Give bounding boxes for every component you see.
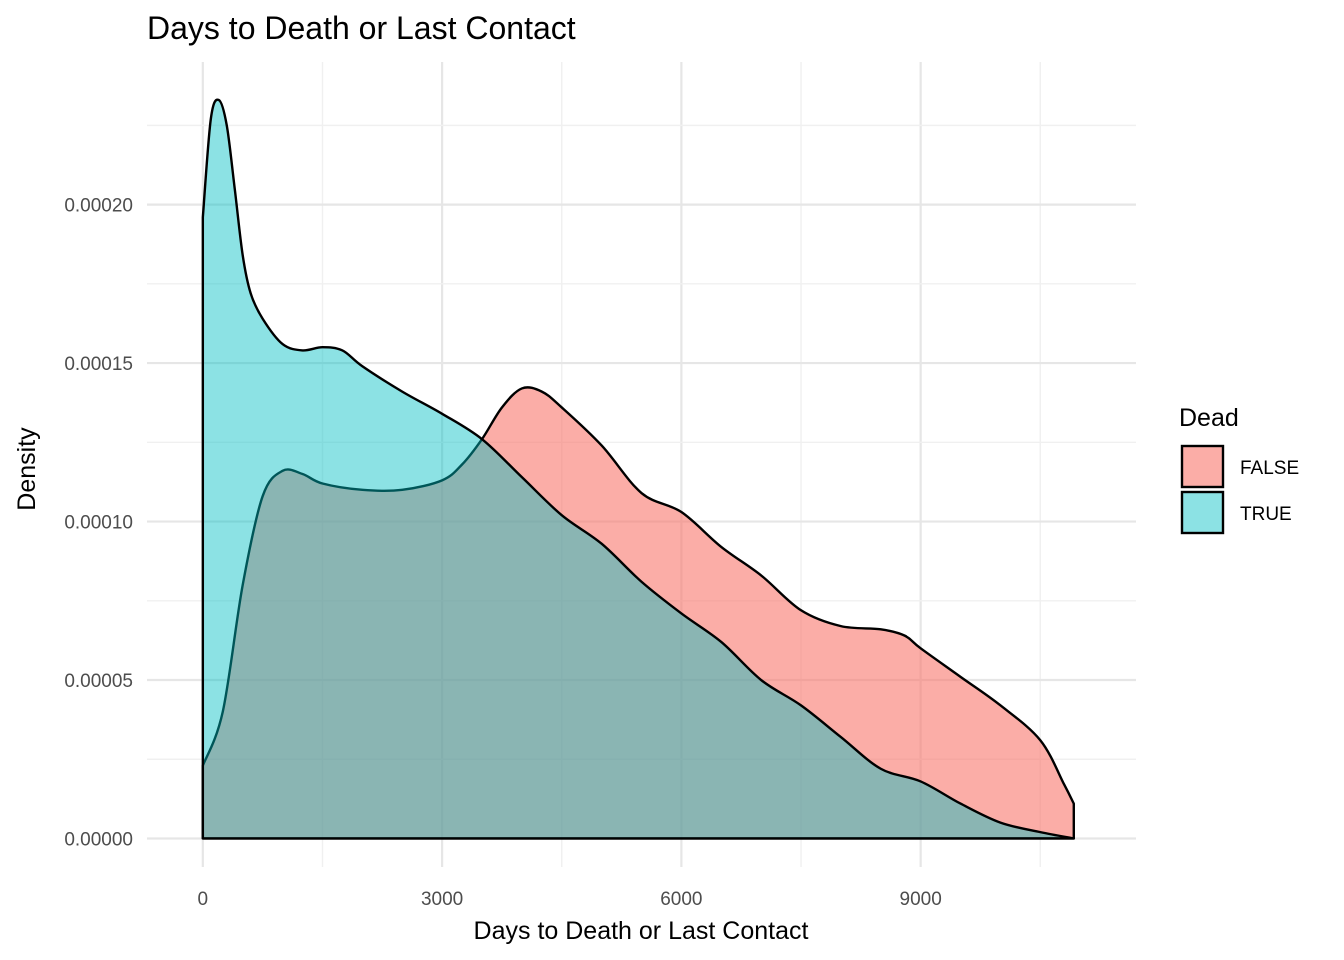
x-tick-label: 3000	[421, 889, 463, 910]
y-axis-title: Density	[13, 427, 41, 511]
legend-key-bg	[1182, 492, 1223, 533]
y-tick-label: 0.00020	[64, 196, 133, 217]
y-axis-ticks: 0.00000 0.00005 0.00010 0.00015 0.00020	[64, 196, 133, 851]
y-tick-label: 0.00005	[64, 671, 133, 692]
y-tick-label: 0.00010	[64, 513, 133, 534]
x-tick-label: 9000	[900, 889, 942, 910]
x-tick-label: 0	[198, 889, 209, 910]
x-tick-label: 6000	[660, 889, 702, 910]
y-tick-label: 0.00000	[64, 829, 133, 850]
density-areas	[201, 98, 1075, 840]
legend-label-true: TRUE	[1240, 504, 1292, 525]
density-area-false	[201, 386, 1075, 840]
x-axis-title: Days to Death or Last Contact	[474, 917, 809, 945]
legend: Dead FALSE TRUE	[1179, 404, 1299, 535]
chart-title: Days to Death or Last Contact	[147, 10, 576, 46]
x-axis-ticks: 0 3000 6000 9000	[198, 889, 942, 910]
legend-swatch-false	[1180, 444, 1225, 489]
legend-swatch-true	[1180, 490, 1225, 535]
y-tick-label: 0.00015	[64, 354, 133, 375]
legend-label-false: FALSE	[1240, 458, 1299, 479]
density-area-true	[201, 98, 1075, 840]
legend-title: Dead	[1179, 404, 1239, 432]
